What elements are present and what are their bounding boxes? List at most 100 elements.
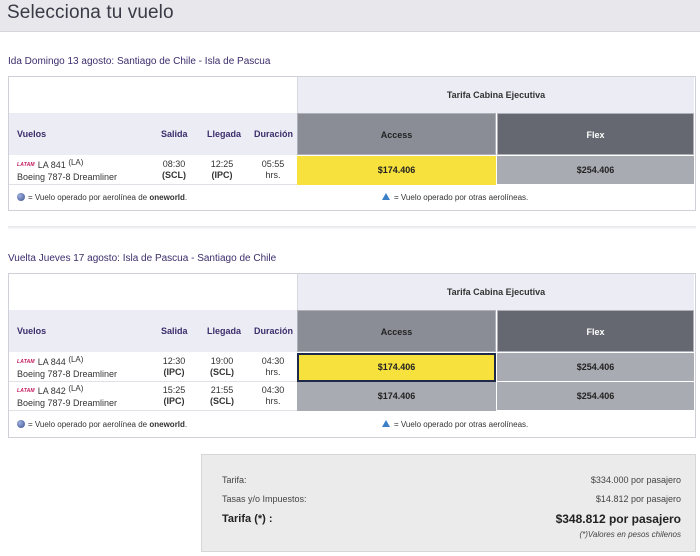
duration-value: 04:30 (261, 356, 285, 366)
fare-header-access: Access (297, 310, 496, 352)
fare-access-option[interactable]: $174.406 (297, 382, 496, 411)
arrival-time: 21:55 (SCL) (209, 385, 235, 407)
return-column-headers: Vuelos Salida Llegada Duración (9, 310, 297, 352)
departure-airport: (IPC) (163, 367, 185, 377)
col-header-salida: Salida (161, 129, 188, 139)
legend-oneworld-brand: oneworld (149, 193, 185, 202)
latam-logo-icon: LATAM (17, 388, 35, 394)
col-header-llegada: Llegada (207, 326, 242, 336)
legend-oneworld-text: = Vuelo operado por aerolínea de (28, 193, 150, 202)
flight-operator: (LA) (68, 355, 84, 364)
departure-time: 12:30 (IPC) (161, 356, 187, 378)
col-header-duracion: Duración (254, 326, 294, 336)
fare-access-option[interactable]: $174.406 (297, 156, 496, 185)
fare-header-flex: Flex (497, 113, 694, 155)
arrival-time: 12:25 (IPC) (209, 159, 235, 181)
summary-total-label: Tarifa (*) : (222, 513, 273, 525)
arrival-airport: (IPC) (211, 170, 233, 180)
arrival-time-value: 21:55 (210, 385, 234, 395)
flight-row: LATAM LA 841 (LA) Boeing 787-8 Dreamliner… (9, 156, 297, 185)
triangle-icon (382, 193, 390, 200)
departure-time: 08:30 (SCL) (161, 159, 187, 181)
flight-row: LATAM LA 842 (LA) Boeing 787-9 Dreamliner… (9, 382, 297, 411)
return-legend: = Vuelo operado por aerolínea de oneworl… (9, 412, 695, 438)
departure-time-value: 12:30 (162, 356, 186, 366)
legend-other: = Vuelo operado por otras aerolíneas. (382, 193, 528, 202)
triangle-icon (382, 420, 390, 427)
col-header-salida: Salida (161, 326, 188, 336)
fare-flex-option[interactable]: $254.406 (497, 382, 694, 411)
summary-tasas-label: Tasas y/o Impuestos: (222, 494, 307, 504)
page-header: Selecciona tu vuelo (0, 0, 700, 32)
flight-number: LA 844 (37, 357, 66, 367)
return-flight-table: Tarifa Cabina Ejecutiva Vuelos Salida Ll… (8, 273, 696, 438)
legend-oneworld-end: . (184, 420, 188, 429)
legend-oneworld-text: = Vuelo operado por aerolínea de (28, 420, 150, 429)
legend-other-text: = Vuelo operado por otras aerolíneas. (394, 420, 529, 429)
flight-code: LATAM LA 841 (LA) (17, 158, 83, 170)
flight-duration: 05:55 hrs. (260, 159, 286, 181)
legend-oneworld-end: . (184, 193, 188, 202)
flight-duration: 04:30 hrs. (260, 356, 286, 378)
flight-operator: (LA) (68, 158, 84, 167)
oneworld-globe-icon (17, 420, 25, 428)
arrival-time-value: 12:25 (210, 159, 234, 169)
legend-other-text: = Vuelo operado por otras aerolíneas. (394, 193, 529, 202)
summary-total-value: $348.812 por pasajero (555, 512, 681, 526)
flight-number: LA 841 (37, 160, 66, 170)
legend-oneworld: = Vuelo operado por aerolínea de oneworl… (17, 420, 187, 429)
latam-logo-icon: LATAM (17, 162, 35, 168)
return-tarifa-header: Tarifa Cabina Ejecutiva (297, 274, 694, 310)
fare-header-access: Access (297, 113, 496, 155)
outbound-column-headers: Vuelos Salida Llegada Duración (9, 113, 297, 155)
outbound-legend: = Vuelo operado por aerolínea de oneworl… (9, 185, 695, 211)
departure-airport: (IPC) (163, 396, 185, 406)
col-header-llegada: Llegada (207, 129, 242, 139)
flight-code: LATAM LA 844 (LA) (17, 355, 83, 367)
outbound-section-title: Ida Domingo 13 agosto: Santiago de Chile… (8, 56, 271, 67)
col-header-duracion: Duración (254, 129, 294, 139)
col-header-vuelos: Vuelos (17, 129, 47, 139)
summary-tarifa-value: $334.000 por pasajero (590, 475, 681, 485)
oneworld-globe-icon (17, 193, 25, 201)
fare-flex-option[interactable]: $254.406 (497, 156, 694, 185)
duration-value: 05:55 (261, 159, 285, 169)
flight-number: LA 842 (37, 386, 66, 396)
outbound-tarifa-header: Tarifa Cabina Ejecutiva (297, 77, 694, 113)
fare-access-option-selected[interactable]: $174.406 (297, 353, 496, 382)
aircraft-type: Boeing 787-9 Dreamliner (17, 398, 118, 408)
duration-unit: hrs. (265, 367, 281, 377)
fare-header-flex: Flex (497, 310, 694, 352)
aircraft-type: Boeing 787-8 Dreamliner (17, 172, 118, 182)
departure-airport: (SCL) (162, 170, 186, 180)
summary-tarifa-label: Tarifa: (222, 475, 247, 485)
arrival-time: 19:00 (SCL) (209, 356, 235, 378)
arrival-airport: (SCL) (210, 367, 234, 377)
departure-time: 15:25 (IPC) (161, 385, 187, 407)
fare-flex-option[interactable]: $254.406 (497, 353, 694, 382)
arrival-airport: (SCL) (210, 396, 234, 406)
legend-oneworld-brand: oneworld (149, 420, 185, 429)
departure-time-value: 15:25 (162, 385, 186, 395)
outbound-flight-table: Tarifa Cabina Ejecutiva Vuelos Salida Ll… (8, 76, 696, 211)
departure-time-value: 08:30 (162, 159, 186, 169)
arrival-time-value: 19:00 (210, 356, 234, 366)
legend-oneworld: = Vuelo operado por aerolínea de oneworl… (17, 193, 187, 202)
duration-unit: hrs. (265, 170, 281, 180)
col-header-vuelos: Vuelos (17, 326, 47, 336)
duration-value: 04:30 (261, 385, 285, 395)
price-summary: Tarifa: $334.000 por pasajero Tasas y/o … (201, 454, 696, 552)
flight-duration: 04:30 hrs. (260, 385, 286, 407)
section-divider (8, 226, 696, 230)
duration-unit: hrs. (265, 396, 281, 406)
page-title: Selecciona tu vuelo (7, 2, 174, 23)
flight-code: LATAM LA 842 (LA) (17, 384, 83, 396)
flight-row: LATAM LA 844 (LA) Boeing 787-8 Dreamliner… (9, 353, 297, 382)
latam-logo-icon: LATAM (17, 359, 35, 365)
flight-operator: (LA) (68, 384, 84, 393)
summary-tasas-value: $14.812 por pasajero (595, 494, 681, 504)
return-section-title: Vuelta Jueves 17 agosto: Isla de Pascua … (8, 253, 277, 264)
legend-other: = Vuelo operado por otras aerolíneas. (382, 420, 528, 429)
summary-currency-note: (*)Valores en pesos chilenos (579, 530, 681, 539)
aircraft-type: Boeing 787-8 Dreamliner (17, 369, 118, 379)
